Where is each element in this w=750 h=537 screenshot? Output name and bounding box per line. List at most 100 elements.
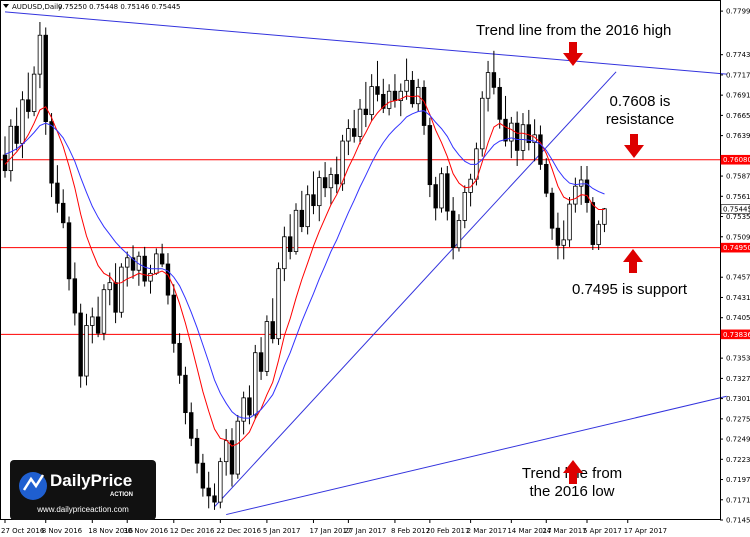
- candle-body: [462, 192, 467, 221]
- candle: [398, 83, 403, 117]
- candle: [31, 66, 37, 117]
- candle: [433, 176, 438, 221]
- candle: [375, 60, 380, 102]
- candle-body: [206, 487, 211, 497]
- candle: [253, 344, 258, 419]
- candle: [159, 243, 165, 268]
- candle: [514, 111, 520, 166]
- candle: [183, 366, 188, 425]
- candle-body: [549, 192, 555, 229]
- logo-sub: ACTION: [110, 492, 133, 498]
- current-price-label: 0.75445: [723, 206, 750, 214]
- candle: [258, 337, 264, 380]
- candle: [218, 457, 223, 509]
- candle-body: [61, 202, 66, 224]
- candle: [125, 251, 130, 287]
- candle-body: [346, 128, 351, 142]
- candle-body: [363, 108, 369, 116]
- arrow-up-icon: [623, 249, 643, 273]
- candle: [468, 173, 473, 207]
- x-tick-label: 5 Jan 2017: [263, 527, 301, 535]
- symbol-dropdown-icon[interactable]: [3, 4, 9, 8]
- candle-body: [398, 90, 403, 101]
- candle: [26, 72, 31, 119]
- x-tick-label: 17 Apr 2017: [624, 527, 667, 535]
- candle: [351, 109, 357, 143]
- candle: [462, 185, 467, 229]
- candle: [590, 197, 596, 250]
- candle-body: [322, 177, 328, 189]
- candle: [410, 71, 415, 108]
- candle: [491, 50, 497, 95]
- candle-body: [14, 125, 19, 144]
- chart-header: AUDUSD,Daily 0.75250 0.75448 0.75146 0.7…: [3, 3, 180, 11]
- y-tick-label: 0.71450: [726, 517, 750, 525]
- candle-body: [299, 209, 305, 228]
- candle-body: [55, 182, 60, 204]
- ohlc-readout: 0.75250 0.75448 0.75146 0.75445: [58, 3, 180, 11]
- x-tick-label: 14 Mar 2017: [507, 527, 551, 535]
- dailypriceaction-logo: DailyPrice ACTION www.dailypriceaction.c…: [10, 460, 156, 520]
- logo-brand: DailyPrice: [50, 471, 132, 490]
- candle-body: [351, 128, 357, 137]
- annotation-text: the 2016 low: [529, 483, 614, 500]
- candle: [119, 263, 124, 318]
- candle-body: [264, 321, 270, 372]
- candle: [485, 60, 491, 112]
- candle: [299, 190, 305, 233]
- candle-body: [287, 236, 293, 252]
- candle-body: [66, 222, 72, 280]
- candle: [334, 156, 339, 194]
- candle: [136, 251, 142, 286]
- logo-url: www.dailypriceaction.com: [36, 505, 129, 514]
- candle-body: [526, 124, 531, 144]
- candle: [526, 109, 531, 151]
- candle: [544, 158, 549, 198]
- trendline: [4, 11, 727, 75]
- candle-body: [456, 220, 462, 249]
- candle: [346, 119, 351, 156]
- candle-body: [119, 266, 124, 313]
- candle: [305, 185, 310, 235]
- x-tick-label: 18 Nov 2016: [88, 527, 133, 535]
- candle-body: [317, 177, 322, 207]
- x-tick-label: 27 Oct 2016: [1, 527, 45, 535]
- candle-body: [602, 208, 607, 225]
- candle-body: [468, 178, 473, 193]
- candle: [55, 165, 60, 213]
- candle-body: [270, 321, 275, 340]
- candle: [578, 165, 584, 205]
- candle-body: [328, 174, 334, 189]
- candle: [561, 220, 566, 260]
- candle-body: [258, 352, 264, 372]
- candle-body: [340, 140, 345, 185]
- trendlines: [4, 11, 727, 516]
- current-price-box: [720, 204, 750, 214]
- candle-body: [177, 342, 182, 376]
- candle: [212, 483, 217, 510]
- plot-frame: [0, 0, 721, 520]
- candle: [61, 189, 66, 229]
- arrow-down-icon: [563, 42, 583, 66]
- candle: [317, 170, 322, 222]
- candle-body: [26, 99, 31, 112]
- candle: [480, 91, 485, 157]
- candle: [555, 212, 561, 260]
- candle-body: [381, 93, 386, 109]
- candle: [235, 414, 240, 479]
- candle-body: [171, 294, 176, 344]
- candle-body: [183, 374, 188, 414]
- candle-body: [78, 312, 83, 377]
